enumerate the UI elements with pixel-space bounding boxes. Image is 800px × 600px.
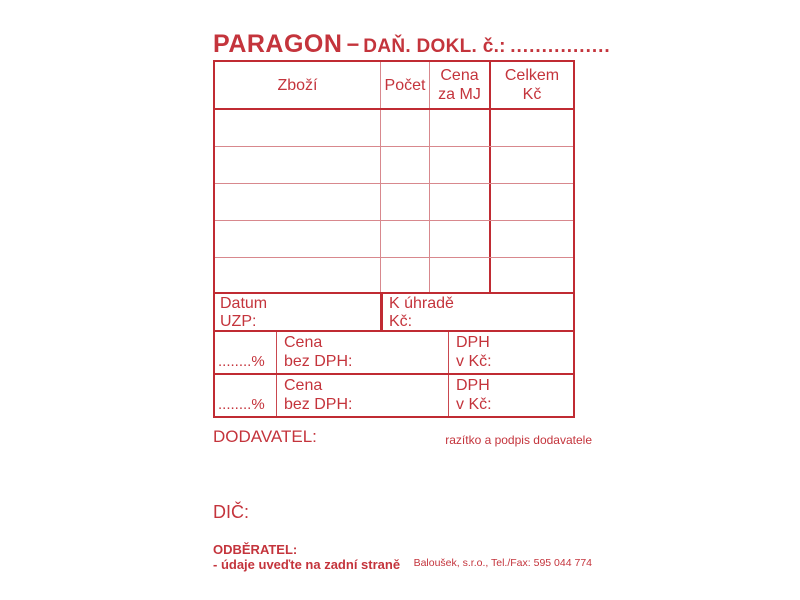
- item-cell-unit-price: [430, 184, 491, 220]
- item-row: [215, 110, 573, 147]
- item-cell-total: [491, 110, 573, 146]
- item-cell-unit-price: [430, 147, 491, 183]
- item-cell-total: [491, 258, 573, 292]
- item-row: [215, 184, 573, 221]
- vat-amount-field: DPH v Kč:: [456, 334, 492, 370]
- price-without-vat-field: Cena bez DPH:: [277, 375, 449, 416]
- header-unit-price: Cena za MJ: [430, 62, 491, 108]
- customer-note: - údaje uveďte na zadní straně: [213, 557, 401, 572]
- receipt-table: Zboží Počet Cena za MJ Celkem Kč: [213, 60, 575, 418]
- form-title-main: PARAGON: [213, 30, 343, 58]
- item-cell-total: [491, 221, 573, 257]
- stamp-signature-note: razítko a podpis dodavatele: [445, 433, 592, 447]
- item-cell-unit-price: [430, 221, 491, 257]
- item-cell-quantity: [381, 184, 430, 220]
- item-cell-goods: [215, 184, 381, 220]
- vat-row: ........% Cena bez DPH: DPH v Kč:: [215, 332, 573, 375]
- date-uzp-field: Datum UZP:: [220, 295, 268, 330]
- form-title: PARAGON − DAŇ. DOKL. č.: ................: [213, 30, 610, 59]
- item-row: [215, 258, 573, 294]
- item-cell-quantity: [381, 221, 430, 257]
- price-without-vat-field: Cena bez DPH:: [277, 332, 449, 373]
- item-cell-total: [491, 184, 573, 220]
- printer-company-info: Baloušek, s.r.o., Tel./Fax: 595 044 774: [413, 557, 592, 569]
- item-cell-goods: [215, 110, 381, 146]
- item-cell-quantity: [381, 258, 430, 292]
- date-and-due-row: Datum UZP: K úhradě Kč:: [215, 294, 573, 332]
- form-title-sub: DAŇ. DOKL. č.:: [363, 36, 506, 57]
- item-row: [215, 221, 573, 258]
- item-cell-goods: [215, 221, 381, 257]
- item-cell-goods: [215, 258, 381, 292]
- header-quantity: Počet: [381, 62, 430, 108]
- document-number-dotted-line: ................: [510, 36, 611, 57]
- supplier-label: DODAVATEL:: [213, 427, 317, 446]
- vat-percent-field: ........%: [215, 375, 277, 416]
- vat-percent-field: ........%: [215, 332, 277, 373]
- item-cell-goods: [215, 147, 381, 183]
- item-row: [215, 147, 573, 184]
- item-cell-quantity: [381, 110, 430, 146]
- tax-id-label: DIČ:: [213, 502, 249, 522]
- item-cell-unit-price: [430, 258, 491, 292]
- customer-label: ODBĚRATEL:: [213, 542, 298, 557]
- header-goods: Zboží: [215, 62, 381, 108]
- header-total: Celkem Kč: [504, 67, 560, 103]
- item-cell-quantity: [381, 147, 430, 183]
- form-title-dash: −: [346, 32, 360, 57]
- vat-row: ........% Cena bez DPH: DPH v Kč:: [215, 375, 573, 416]
- vat-amount-field: DPH v Kč:: [456, 377, 492, 413]
- table-header-row: Zboží Počet Cena za MJ Celkem Kč: [215, 62, 573, 110]
- amount-due-field: K úhradě Kč:: [380, 294, 573, 330]
- item-cell-total: [491, 147, 573, 183]
- item-cell-unit-price: [430, 110, 491, 146]
